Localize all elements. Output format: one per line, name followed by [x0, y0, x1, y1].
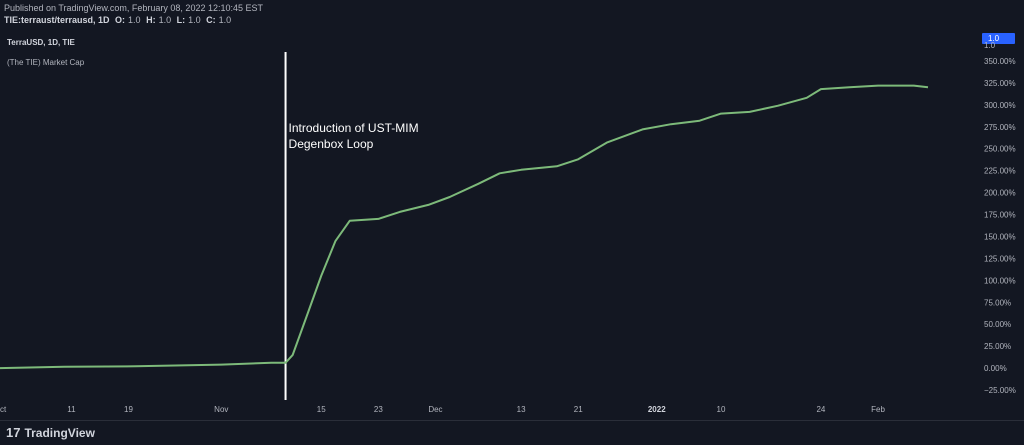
symbol-text: TIE:terraust/terrausd, 1D [4, 15, 110, 25]
x-tick-label: 23 [374, 405, 383, 414]
footer: 17 TradingView [0, 420, 1024, 445]
market-cap-chart[interactable]: −25.00% 0.00% 25.00% 50.00% 75.00% 100.00% 125… [0, 28, 1024, 420]
y-tick-label: 250.00% [984, 145, 1016, 154]
y-axis-top-label: 1.0 [984, 41, 996, 50]
y-tick-label: 125.00% [984, 254, 1016, 263]
y-tick-label: 275.00% [984, 123, 1016, 132]
y-tick-label: 325.00% [984, 79, 1016, 88]
x-tick-label: 13 [517, 405, 526, 414]
y-tick-label: 50.00% [984, 320, 1011, 329]
ohlc-line: TIE:terraust/terrausd, 1D O: 1.0 H: 1.0 L:… [4, 15, 234, 25]
price-tag-text: 1.0 [988, 34, 1000, 43]
y-tick-label: 100.00% [984, 276, 1016, 285]
x-tick-label: 11 [67, 405, 76, 414]
chart-plot-area [0, 28, 978, 420]
x-tick-label: 24 [816, 405, 825, 414]
ohlc-high-key: H: [146, 15, 156, 25]
ohlc-open-key: O: [115, 15, 126, 25]
legend-title: TerraUSD, 1D, TIE [7, 38, 76, 47]
x-tick-label: Nov [214, 405, 228, 414]
y-tick-label: 300.00% [984, 101, 1016, 110]
ohlc-open-value: 1.0 [128, 15, 141, 25]
x-tick-label: Feb [871, 405, 885, 414]
ohlc-high-value: 1.0 [158, 15, 172, 25]
x-tick-label: Dec [428, 405, 442, 414]
x-tick-label: 2022 [648, 405, 666, 414]
legend-indicator: (The TIE) Market Cap [7, 58, 85, 67]
y-axis: −25.00% 0.00% 25.00% 50.00% 75.00% 100.00% 125… [984, 57, 1016, 395]
y-tick-label: −25.00% [984, 386, 1016, 395]
published-text: Published on TradingView.com, February 0… [4, 3, 263, 13]
price-tag-background [982, 33, 1015, 44]
x-tick-label: 15 [317, 405, 326, 414]
x-tick-label: 19 [124, 405, 133, 414]
x-axis: ct 11 19 Nov 15 23 Dec 13 21 2022 10 24 Feb [0, 405, 885, 414]
x-tick-label: 21 [574, 405, 583, 414]
y-tick-label: 150.00% [984, 232, 1016, 241]
y-tick-label: 350.00% [984, 57, 1016, 66]
y-tick-label: 175.00% [984, 211, 1016, 220]
tradingview-logo[interactable]: 17 TradingView [6, 425, 95, 440]
ohlc-low-value: 1.0 [188, 15, 201, 25]
price-tag: 1.0 [982, 33, 1015, 44]
published-header: Published on TradingView.com, February 0… [0, 0, 1024, 28]
ohlc-close-value: 1.0 [218, 15, 232, 25]
annotation-line-2: Degenbox Loop [289, 137, 374, 151]
x-tick-label: ct [0, 405, 7, 414]
series-line [0, 84, 929, 370]
y-tick-label: 0.00% [984, 364, 1007, 373]
price-scale-area [978, 28, 1024, 420]
tradingview-mark-icon: 17 [6, 425, 21, 440]
y-tick-label: 25.00% [984, 342, 1011, 351]
y-tick-label: 225.00% [984, 167, 1016, 176]
y-tick-label: 75.00% [984, 298, 1011, 307]
tradingview-brand: TradingView [24, 425, 95, 440]
y-tick-label: 200.00% [984, 189, 1016, 198]
annotation-line-1: Introduction of UST-MIM [289, 121, 419, 135]
x-tick-label: 10 [717, 405, 726, 414]
ohlc-low-key: L: [176, 15, 186, 25]
ohlc-close-key: C: [206, 15, 216, 25]
